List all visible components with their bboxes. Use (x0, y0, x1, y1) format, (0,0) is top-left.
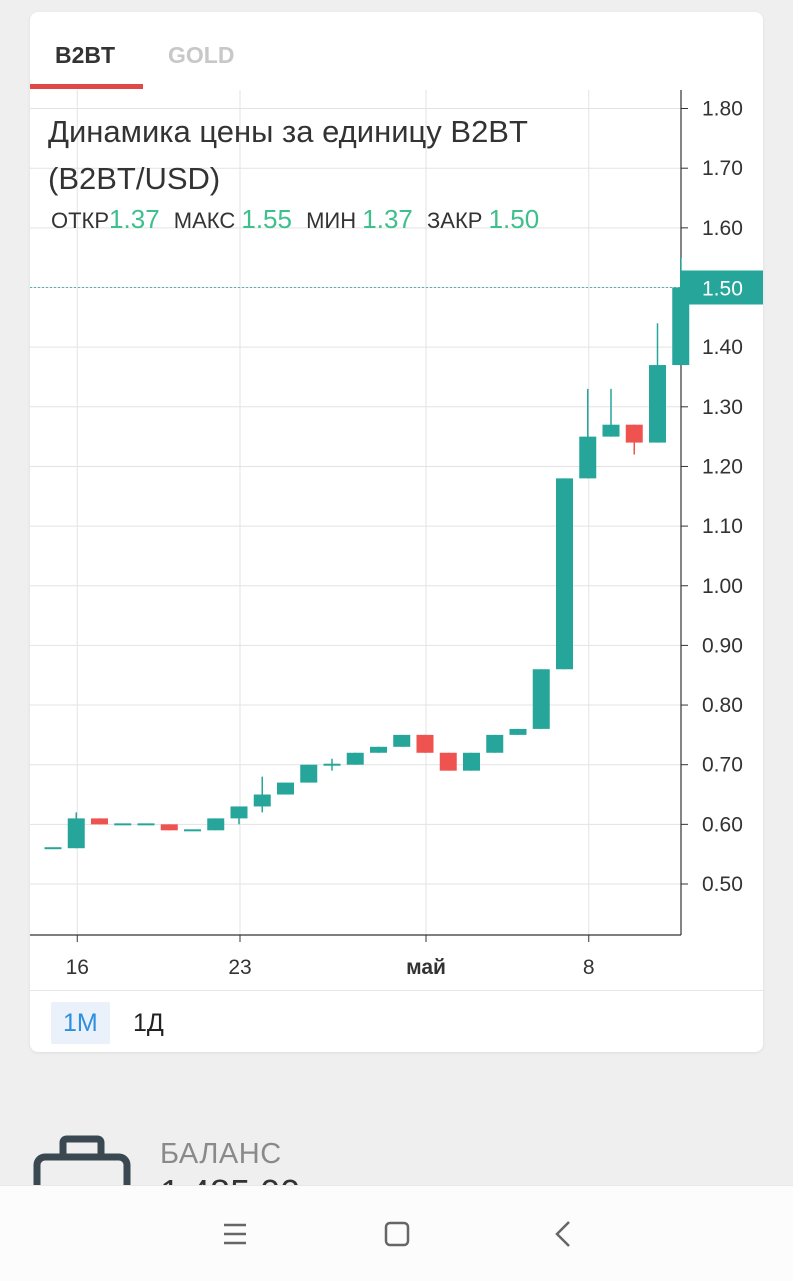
period-1d-button[interactable]: 1Д (133, 1009, 164, 1037)
x-tick-label: май (406, 956, 446, 979)
candle-body (649, 365, 666, 443)
y-tick-label: 1.40 (702, 336, 743, 359)
tab-b2bt[interactable]: B2BT (55, 42, 116, 68)
y-tick-label: 1.30 (702, 396, 743, 419)
y-tick-label: 1.10 (702, 515, 743, 538)
home-icon[interactable] (378, 1216, 418, 1252)
tab-gold[interactable]: GOLD (168, 42, 235, 68)
candlestick-chart[interactable]: 1.80 1.70 1.60 1.50 1.40 1.30 1.20 1.10 1.00 0.90… (30, 12, 763, 990)
candle-body (230, 806, 248, 819)
y-tick-label: 1.70 (702, 157, 743, 180)
y-tick-label: 1.20 (702, 455, 743, 478)
currency-tabs: B2BT GOLD (30, 12, 763, 90)
candle-body (486, 734, 504, 753)
active-tab-indicator (30, 84, 143, 89)
close-label: ЗАКР (427, 208, 483, 233)
candle-body (556, 478, 573, 670)
candle-body (579, 436, 597, 479)
candle-body (532, 669, 550, 729)
candle-body (114, 823, 132, 826)
x-tick-label: 8 (583, 956, 595, 979)
back-icon[interactable] (548, 1216, 588, 1252)
candle-body (393, 734, 411, 747)
low-label: МИН (306, 208, 357, 233)
candle-body (184, 829, 201, 832)
candle-body (672, 287, 690, 366)
chart-title: Динамика цены за единицу B2BT (B2BT/USD) (48, 114, 528, 196)
y-tick-label: 1.80 (702, 98, 743, 121)
candle-body (67, 818, 85, 849)
period-1m-button[interactable]: 1М (51, 1002, 110, 1044)
candle-body (625, 424, 643, 443)
candle-body (277, 782, 294, 795)
period-selector: 1М 1Д (30, 990, 763, 1052)
low-value: 1.37 (362, 204, 413, 234)
y-tick-label: 0.60 (702, 813, 743, 836)
system-navigation-bar (0, 1185, 793, 1281)
candle-body (509, 728, 527, 735)
y-tick-label: 0.80 (702, 694, 743, 717)
y-tick-label: 0.50 (702, 873, 743, 896)
balance-label: БАЛАНС (160, 1138, 282, 1170)
candle-body (439, 752, 457, 771)
candle-body (160, 824, 178, 831)
candle-body (602, 424, 620, 437)
x-tick-label: 16 (66, 956, 89, 979)
menu-icon[interactable] (218, 1216, 258, 1252)
current-price-badge-label: 1.50 (702, 278, 743, 301)
candle-body (91, 818, 108, 825)
candle-body (416, 734, 434, 753)
open-label: ОТКР (51, 208, 110, 233)
x-tick-label: 23 (228, 956, 251, 979)
y-tick-label: 0.70 (702, 754, 743, 777)
current-price-badge (681, 270, 763, 305)
high-label: МАКС (173, 208, 236, 233)
open-value: 1.37 (109, 204, 160, 234)
candle-body (44, 847, 62, 850)
candle-body (323, 763, 341, 766)
ohlc-legend: ОТКР1.37 МАКС 1.55 МИН 1.37 ЗАКР 1.50 (51, 204, 539, 235)
candle-body (253, 794, 271, 807)
candle-body (463, 752, 480, 771)
candle-body (346, 752, 364, 765)
high-value: 1.55 (241, 204, 292, 234)
candle-body (137, 823, 155, 826)
candle-body (207, 818, 225, 831)
price-chart-card: B2BT GOLD 1.801.701.601.501.401.301.201.… (30, 12, 763, 1052)
candle-body (300, 764, 318, 783)
y-tick-label: 0.90 (702, 634, 743, 657)
close-value: 1.50 (488, 204, 540, 234)
candle-body (370, 746, 387, 753)
y-tick-label: 1.60 (702, 217, 743, 240)
y-tick-label: 1.00 (702, 575, 743, 598)
